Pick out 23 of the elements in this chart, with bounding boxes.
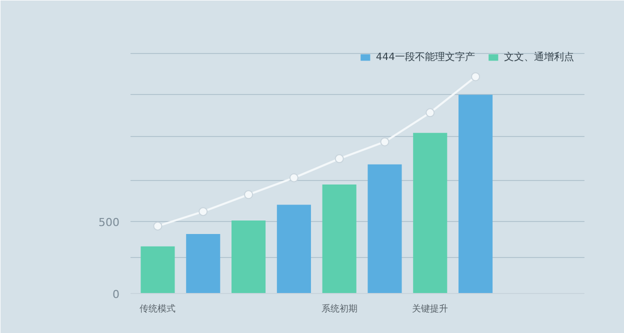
point	[334, 154, 344, 164]
point	[380, 137, 390, 146]
bar	[413, 132, 448, 294]
bar	[186, 234, 220, 294]
bar	[276, 204, 311, 294]
x-tick-label: 系统初期	[321, 304, 358, 314]
y-tick-label: 0	[112, 288, 120, 301]
bar	[232, 220, 266, 294]
legend-label: 文文、通增利点	[504, 50, 574, 64]
bar	[368, 164, 402, 294]
point	[244, 190, 254, 200]
legend-label: 444一段不能理文字产	[376, 50, 475, 64]
bar	[140, 246, 175, 294]
point	[289, 173, 298, 182]
point	[198, 207, 208, 216]
x-tick-label: 传统模式	[140, 304, 176, 314]
point	[153, 222, 162, 231]
y-tick-label: 500	[98, 216, 120, 230]
bar	[322, 184, 356, 294]
bar	[458, 94, 493, 294]
x-tick-label: 关键提升	[412, 304, 448, 314]
point	[426, 108, 435, 118]
point	[471, 72, 480, 82]
